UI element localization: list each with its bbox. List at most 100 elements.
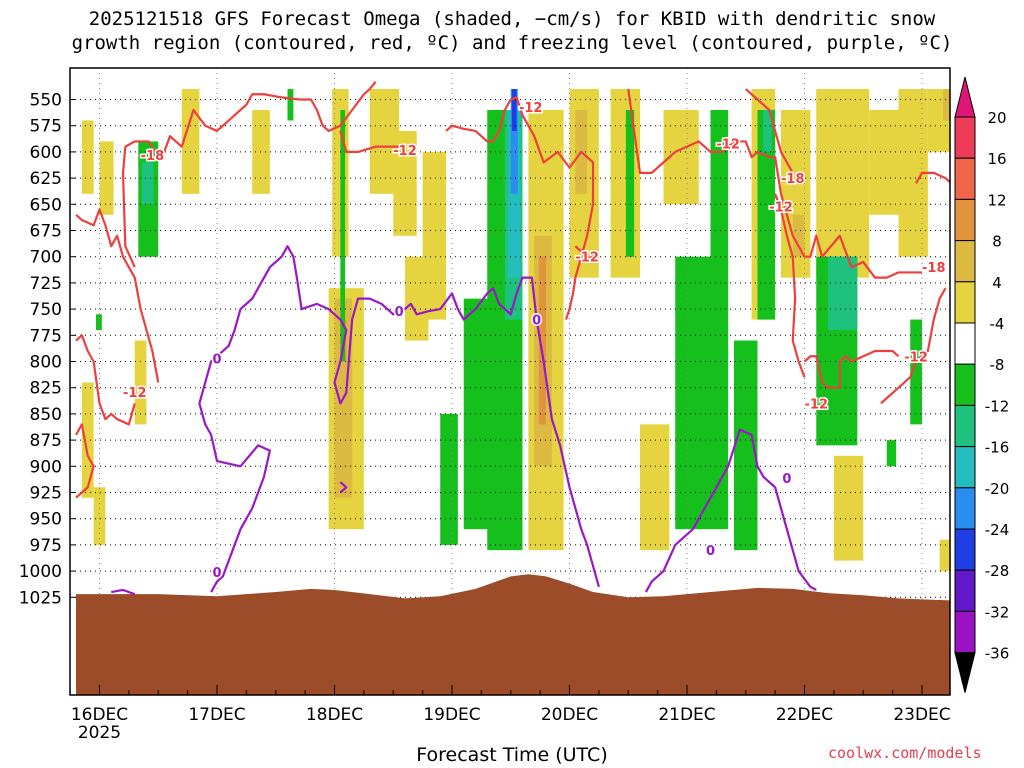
- contour-line: [644, 428, 817, 593]
- omega-shade: [828, 256, 858, 331]
- x-tick-label: 21DEC: [658, 705, 715, 725]
- omega-shade: [81, 120, 94, 194]
- omega-shade: [99, 141, 114, 215]
- omega-shade: [792, 214, 805, 257]
- contour-line: [803, 349, 900, 389]
- omega-shade: [538, 256, 546, 425]
- colorbar-label: -24: [985, 521, 1010, 539]
- y-tick-label: 600: [30, 143, 62, 163]
- contour-label: -12: [805, 397, 829, 412]
- omega-shade: [95, 314, 102, 331]
- y-tick-label: 650: [30, 195, 62, 215]
- contour-line: [339, 481, 348, 494]
- contour-line: [111, 588, 136, 596]
- contour-label: -12: [123, 386, 147, 401]
- omega-shade: [640, 424, 670, 551]
- contour-line: [915, 171, 950, 184]
- colorbar-label: -20: [985, 480, 1010, 498]
- omega-shade: [710, 109, 729, 362]
- contour-line: [445, 96, 595, 320]
- colorbar-swatch: [954, 322, 976, 365]
- omega-shade: [625, 109, 635, 257]
- y-tick-label: 700: [30, 248, 62, 268]
- colorbar-label: -16: [985, 439, 1010, 457]
- omega-shade: [510, 89, 518, 194]
- contour-line: [198, 245, 600, 593]
- y-tick-label: 950: [30, 510, 62, 530]
- colorbar-swatch: [954, 528, 976, 571]
- contour-label: -12: [393, 144, 417, 159]
- y-tick-label: 975: [30, 536, 62, 556]
- y-tick-label: 925: [30, 484, 62, 504]
- plot-frame: [69, 67, 951, 696]
- omega-shade: [869, 109, 899, 215]
- colorbar: 20 16 12 8 4 -4 -8 -12 -16 -20 -24 -28 -32 -36: [954, 76, 1010, 693]
- omega-shade: [943, 89, 950, 121]
- omega-shade: [910, 319, 922, 425]
- contour-line: [75, 423, 95, 499]
- omega-shade: [833, 455, 864, 561]
- chart-subtitle: growth region (contoured, red, ºC) and f…: [71, 32, 953, 54]
- contour-line: [75, 334, 136, 426]
- omega-shade: [734, 340, 758, 551]
- y-tick-label: 1025: [19, 588, 62, 608]
- omega-shade: [340, 109, 346, 362]
- omega-shade: [816, 89, 870, 278]
- colorbar-swatch: [954, 487, 976, 530]
- contour-label: -18: [141, 149, 165, 164]
- colorbar-swatch: [954, 404, 976, 448]
- colorbar-swatch: [954, 198, 976, 242]
- y-tick-label: 625: [30, 169, 62, 189]
- omega-shade: [141, 162, 154, 205]
- contour-label: -18: [781, 172, 805, 187]
- source-credit: coolwx.com/models: [828, 744, 982, 762]
- y-tick-label: 775: [30, 326, 62, 346]
- omega-shade: [440, 413, 458, 545]
- colorbar-swatch: [954, 363, 976, 406]
- contour-label: -12: [519, 101, 543, 116]
- colorbar-label: -28: [985, 562, 1010, 580]
- omega-shade: [886, 440, 897, 467]
- contour-line: [745, 88, 794, 174]
- colorbar-label: -4: [990, 315, 1005, 333]
- x-tick-label: 16DEC: [71, 705, 128, 725]
- y-tick-label: 1000: [19, 562, 62, 582]
- contour-label: -12: [716, 138, 740, 153]
- contour-line: [574, 245, 599, 258]
- colorbar-label: 20: [987, 109, 1006, 127]
- x-tick-label: 18DEC: [306, 705, 363, 725]
- omega-shade: [93, 487, 106, 545]
- colorbar-label: -12: [985, 397, 1010, 415]
- x-axis-label: Forecast Time (UTC): [416, 744, 608, 766]
- colorbar-label: 16: [987, 150, 1006, 168]
- contour-line: [339, 130, 400, 153]
- freezing-level-contours-purple: 0 0 0 0 0 0: [111, 245, 817, 596]
- contour-label: 0: [212, 566, 221, 581]
- y-tick-label: 900: [30, 457, 62, 477]
- chart-title: 2025121518 GFS Forecast Omega (shaded, −…: [88, 8, 936, 30]
- y-tick-label: 825: [30, 379, 62, 399]
- x-tick-label: 23DEC: [893, 705, 950, 725]
- y-tick-label: 725: [30, 274, 62, 294]
- omega-shade: [393, 130, 417, 236]
- y-tick-label: 850: [30, 405, 62, 425]
- y-tick-label: 575: [30, 117, 62, 137]
- contour-label: -12: [575, 251, 599, 266]
- x-tick-label: 17DEC: [188, 705, 245, 725]
- omega-shade: [757, 109, 776, 320]
- omega-shade: [81, 382, 94, 498]
- y-tick-label: 750: [30, 300, 62, 320]
- colorbar-swatch: [954, 610, 976, 654]
- contour-line: [880, 287, 947, 405]
- colorbar-label: -32: [985, 603, 1010, 621]
- contour-label: 0: [532, 314, 541, 329]
- contour-line: [121, 80, 377, 268]
- contour-label: 0: [212, 352, 221, 367]
- contour-label: -18: [922, 261, 946, 276]
- colorbar-label: 12: [987, 191, 1006, 209]
- colorbar-label: 4: [992, 274, 1002, 292]
- omega-shade: [763, 109, 772, 152]
- colorbar-swatch: [954, 446, 976, 489]
